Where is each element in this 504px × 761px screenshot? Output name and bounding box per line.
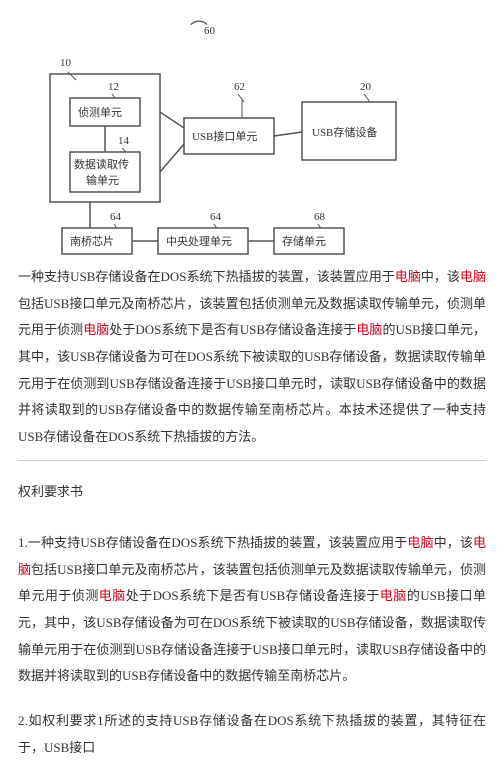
c1-t1: 1.一种支持USB存储设备在DOS系统下热插拔的装置，该装置应用于 (18, 535, 407, 550)
ref-62: 62 (234, 81, 245, 93)
abs-h3: 电脑 (83, 322, 109, 337)
box-mem-label: 存储单元 (282, 234, 326, 248)
c1-h3: 电 (99, 588, 112, 603)
ref-60: 60 (204, 25, 216, 37)
abs-h4: 电脑 (356, 322, 382, 337)
ref-10: 10 (60, 57, 72, 69)
abstract-paragraph: 一种支持USB存储设备在DOS系统下热插拔的装置，该装置应用于电脑中，该电脑包括… (18, 264, 486, 450)
patent-figure: ⌒ 60 10 12 侦测单元 14 数据读取传 输单元 62 USB接口单元 … (18, 14, 486, 258)
c1-h3b: 脑 (112, 588, 125, 603)
box-cpu-label: 中央处理单元 (166, 235, 232, 248)
abs-t2: 中，该 (421, 269, 460, 284)
divider (18, 460, 486, 461)
ref-12: 12 (108, 81, 119, 93)
c1-h1: 电脑 (407, 535, 433, 550)
ref-64a: 64 (110, 211, 122, 223)
claim-2: 2.如权利要求1所述的支持USB存储设备在DOS系统下热插拔的装置，其特征在于，… (18, 708, 486, 761)
ref-64b: 64 (210, 211, 222, 223)
c1-h4: 电脑 (380, 588, 407, 603)
abs-t4: 处于DOS系统下是否有USB存储设备连接于 (109, 322, 356, 337)
box-usbif-label: USB接口单元 (192, 130, 257, 143)
section-title-claims: 权利要求书 (18, 479, 486, 506)
abs-t5: 的USB接口单元，其中，该USB存储设备为可在DOS系统下被读取的USB存储设备… (18, 322, 486, 444)
box-detect-label: 侦测单元 (78, 106, 122, 119)
abs-t1: 一种支持USB存储设备在DOS系统下热插拔的装置，该装置应用于 (18, 269, 395, 284)
c2-t1: 2.如权利要求1所述的支持USB存储设备在DOS系统下热插拔的装置，其特征在于，… (18, 713, 486, 755)
abs-h1: 电脑 (395, 269, 421, 284)
box-usbstore-label: USB存储设备 (312, 125, 377, 139)
claim-1: 1.一种支持USB存储设备在DOS系统下热插拔的装置，该装置应用于电脑中，该电脑… (18, 530, 486, 690)
ref-68: 68 (314, 211, 326, 223)
ref-20: 20 (360, 81, 372, 93)
c1-t2: 中，该 (434, 535, 473, 550)
box-southbridge-label: 南桥芯片 (70, 234, 114, 248)
abs-h2: 电脑 (460, 269, 486, 284)
ref-14: 14 (118, 135, 130, 147)
box-datatrans-l1: 数据读取传 (74, 157, 129, 171)
box-datatrans-l2: 输单元 (86, 173, 119, 187)
c1-t4: 处于DOS系统下是否有USB存储设备连接于 (126, 588, 380, 603)
